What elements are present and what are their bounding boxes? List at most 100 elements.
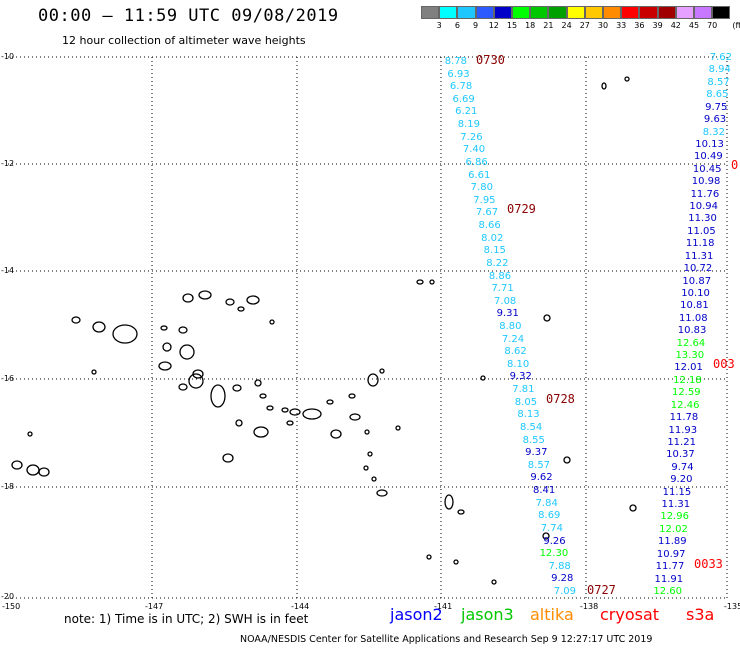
pass-time-label: 0728	[546, 392, 575, 406]
left-track-swh-value: 8.62	[504, 346, 527, 358]
left-track-swh-value: 8.19	[457, 119, 480, 131]
left-track-swh-value: 7.09	[553, 586, 576, 597]
left-track-swh-value: 9.28	[551, 573, 574, 585]
right-track-swh-value: 10.87	[682, 275, 712, 287]
island-outline	[444, 494, 454, 510]
island-outline	[429, 279, 435, 285]
island-outline	[302, 408, 322, 420]
left-track-swh-value: 7.26	[460, 131, 483, 143]
island-outline	[178, 383, 188, 391]
right-track-swh-value: 10.49	[694, 151, 723, 163]
island-outline	[281, 407, 289, 413]
left-track-swh-value: 6.21	[455, 106, 478, 118]
colorbar-tick-label: 21	[543, 21, 554, 30]
right-track-swh-value: 11.21	[667, 436, 696, 448]
right-track-swh-value: 10.13	[695, 138, 724, 150]
island-outline	[416, 279, 424, 285]
right-track-swh-value: 13.30	[675, 350, 705, 362]
island-outline	[601, 82, 607, 90]
colorbar-tick-label: 15	[506, 21, 518, 30]
colorbar-tick-label: 33	[616, 21, 627, 30]
right-track-swh-value: 12.02	[659, 523, 688, 535]
colorbar-tick-label: 42	[670, 21, 681, 30]
left-track-swh-value: 6.78	[449, 81, 473, 93]
right-track-swh-value: 11.18	[685, 238, 715, 250]
island-outline	[158, 361, 172, 371]
pass-time-label: 0727	[587, 583, 616, 597]
island-outline	[395, 425, 401, 431]
left-track-swh-value: 8.41	[532, 485, 556, 497]
island-outline	[543, 314, 551, 322]
right-track-swh-value: 11.05	[687, 225, 716, 237]
colorbar-swatch	[694, 6, 713, 19]
right-track-swh-value: 10.94	[689, 201, 719, 213]
left-track-swh-value: 7.84	[535, 497, 558, 509]
right-track-swh-value: 10.98	[691, 176, 721, 188]
latitude-tick-label: -16	[1, 374, 15, 383]
pass-time-label: 0	[731, 158, 739, 172]
right-track-swh-value: 10.72	[683, 263, 713, 275]
left-track-swh-value: 7.40	[462, 144, 486, 156]
left-track-swh-value: 9.32	[509, 371, 532, 383]
longitude-tick-label: -138	[580, 602, 599, 611]
colorbar-tick-label: 36	[634, 21, 645, 30]
left-track-swh-value: 6.69	[452, 93, 475, 105]
latitude-tick-label: -12	[1, 159, 15, 168]
right-track-swh-value: 9.74	[671, 461, 694, 473]
right-track-swh-value: 11.78	[669, 412, 699, 424]
island-outline	[179, 344, 195, 360]
right-track-swh-value: 11.93	[668, 424, 698, 436]
island-outline	[330, 429, 342, 439]
colorbar-tick-label: 70	[707, 21, 718, 30]
pass-time-label: 0729	[507, 202, 536, 216]
right-track-swh-value: 10.83	[677, 325, 707, 337]
colorbar-swatch	[621, 6, 640, 19]
island-outline	[222, 453, 234, 463]
island-outline	[188, 373, 204, 389]
right-track-swh-value: 12.64	[676, 337, 706, 349]
right-track-swh-value: 11.77	[655, 561, 685, 573]
left-track-swh-value: 8.10	[507, 358, 530, 370]
left-track-swh-value: 6.86	[465, 156, 488, 168]
left-track-swh-value: 8.55	[522, 434, 545, 446]
left-track-swh-value: 7.95	[473, 194, 496, 206]
left-track-swh-value: 9.62	[530, 472, 553, 484]
island-outline	[480, 375, 486, 381]
colorbar-tick-label: 18	[525, 21, 536, 30]
island-outline	[237, 306, 245, 312]
colorbar-swatch	[657, 6, 676, 19]
island-outline	[453, 559, 459, 565]
right-track-swh-value: 11.31	[684, 250, 714, 262]
colorbar-swatch	[584, 6, 603, 19]
colorbar-swatch	[530, 6, 549, 19]
island-outline	[371, 476, 377, 482]
colorbar-tick-label: 12	[488, 21, 499, 30]
left-track-swh-value: 8.22	[486, 257, 509, 269]
island-outline	[269, 319, 275, 325]
island-outline	[259, 393, 267, 399]
right-track-swh-value: 12.96	[660, 511, 689, 523]
left-track-swh-value: 8.80	[499, 321, 522, 332]
left-track-swh-value: 12.30	[539, 548, 569, 560]
longitude-tick-label: -144	[291, 602, 310, 611]
right-track-swh-value: 12.01	[674, 362, 703, 374]
right-track-swh-value: 11.30	[688, 213, 717, 225]
left-track-swh-value: 7.71	[491, 283, 514, 295]
right-track-swh-value: 10.37	[666, 449, 695, 461]
island-outline	[92, 321, 106, 333]
colorbar-tick-label: 24	[561, 21, 572, 30]
left-track-swh-value: 7.74	[540, 522, 564, 534]
left-track-swh-value: 7.88	[548, 560, 571, 572]
island-outline	[367, 373, 379, 387]
left-track-swh-value: 9.31	[496, 308, 519, 320]
right-track-swh-value: 9.20	[670, 474, 693, 486]
pass-time-label: 0033	[694, 557, 723, 571]
island-outline	[27, 431, 33, 437]
left-track-swh-value: 7.24	[501, 333, 525, 345]
colorbar-tick-label: 45	[688, 21, 700, 30]
colorbar-tick-label: 9	[473, 21, 479, 30]
island-outline	[235, 419, 243, 427]
colorbar-tick-label: 39	[652, 21, 663, 30]
island-outline	[624, 76, 630, 82]
